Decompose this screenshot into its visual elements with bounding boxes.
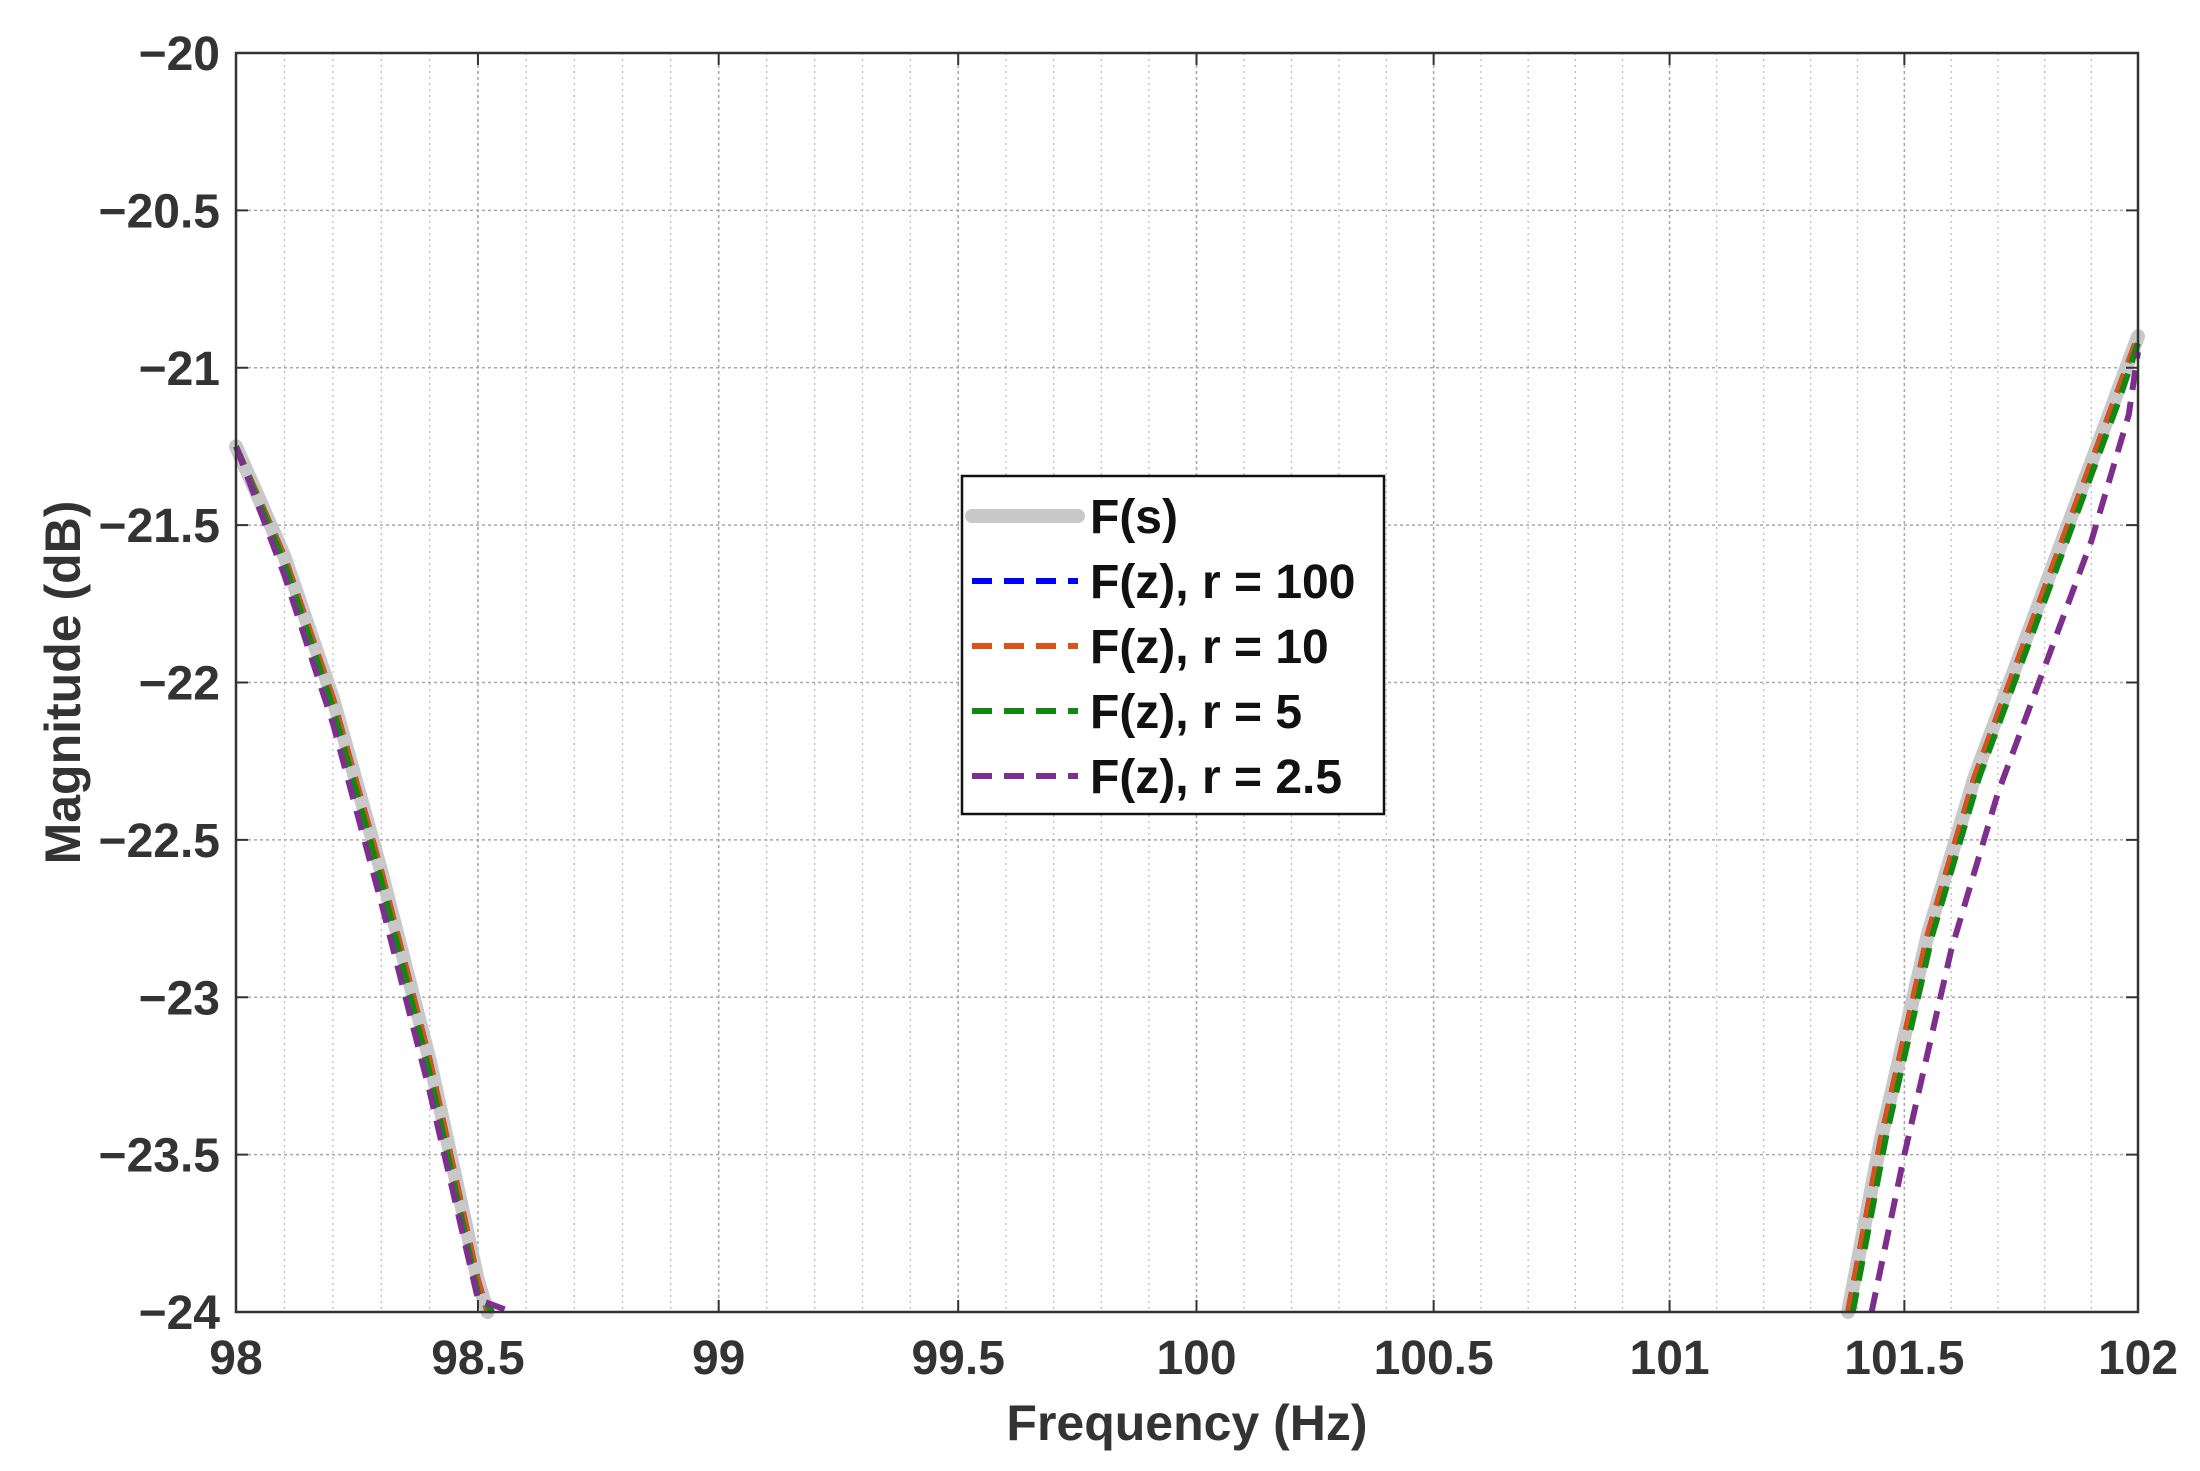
x-tick-label: 101: [1630, 1332, 1710, 1385]
y-tick-label: −24: [139, 1287, 221, 1340]
x-tick-label: 99.5: [911, 1332, 1004, 1385]
x-tick-label: 102: [2098, 1332, 2178, 1385]
x-tick-label: 99: [692, 1332, 745, 1385]
x-tick-label: 101.5: [1844, 1332, 1964, 1385]
series-line-2: [1845, 335, 2141, 1313]
y-tick-label: −21.5: [99, 500, 220, 553]
legend-label: F(s): [1090, 491, 1178, 544]
legend-box: [960, 474, 1386, 816]
y-tick-label: −23: [139, 972, 220, 1025]
y-tick-label: −23.5: [99, 1130, 220, 1183]
legend: F(s) F(z), r = 100 F(z), r = 10 F(z), r = 5…: [960, 474, 1386, 816]
plot-lines: [229, 329, 2145, 1319]
series-line-4: [1868, 351, 2141, 1313]
series-line-3: [1849, 341, 2141, 1313]
x-axis-label: Frequency (Hz): [1006, 1395, 1367, 1451]
y-axis-label: Magnitude (dB): [35, 501, 91, 865]
series-line-4: [233, 445, 513, 1315]
y-tick-label: −21: [139, 343, 220, 396]
series-line-0: [1841, 329, 2145, 1319]
series-line-3: [233, 445, 495, 1314]
y-tick-label: −22.5: [99, 815, 220, 868]
y-tick-label: −22: [139, 658, 220, 711]
series-line-0: [229, 439, 495, 1319]
series-line-1: [1845, 335, 2141, 1313]
legend-label: F(z), r = 10: [1090, 621, 1329, 674]
x-tick-label: 98.5: [431, 1332, 524, 1385]
legend-label: F(z), r = 5: [1090, 686, 1302, 739]
legend-label: F(z), r = 2.5: [1090, 751, 1342, 804]
x-tick-label: 100: [1156, 1332, 1236, 1385]
x-tick-label: 98: [209, 1332, 262, 1385]
y-tick-label: −20: [139, 28, 220, 81]
y-tick-label: −20.5: [99, 185, 220, 238]
x-tick-label: 100.5: [1374, 1332, 1494, 1385]
legend-label: F(z), r = 100: [1090, 556, 1355, 609]
tick-labels: 98 98.5 99 99.5 100 100.5 101 101.5 102 −24 −23.5 −…: [99, 28, 2179, 1385]
